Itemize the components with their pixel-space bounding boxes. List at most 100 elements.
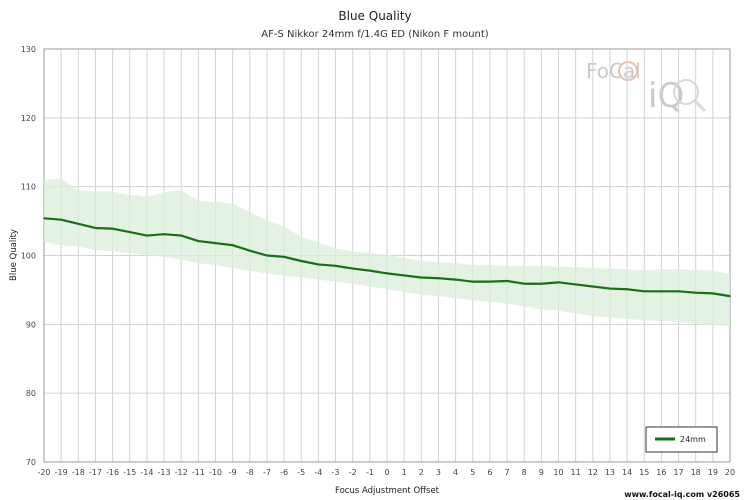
data-point [643,290,646,293]
data-point [420,276,423,279]
data-point [557,281,560,284]
x-tick-label: -14 [140,468,153,477]
x-tick-label: -17 [89,468,102,477]
x-tick-label: -15 [123,468,136,477]
x-tick-label: 19 [708,468,718,477]
quality-range-band [44,178,730,327]
data-point [403,274,405,277]
data-point [592,285,594,288]
data-point [471,280,474,283]
x-tick-label: -5 [297,468,305,477]
data-point [77,223,80,225]
data-point [334,265,337,267]
data-point [60,218,62,221]
y-tick-label: 120 [21,114,36,123]
x-tick-label: -18 [72,468,85,477]
x-tick-label: -1 [366,468,374,477]
data-point [626,288,628,291]
x-tick-label: 12 [588,468,598,477]
x-tick-label: -20 [37,468,50,477]
x-tick-label: -16 [106,468,119,477]
x-tick-label: 3 [436,468,441,477]
x-tick-label: 13 [605,468,615,477]
data-point [317,263,320,266]
chart-subtitle: AF-S Nikkor 24mm f/1.4G ED (Nikon F moun… [261,29,489,40]
data-point [369,269,371,272]
data-point [300,260,303,262]
x-tick-label: -4 [314,468,322,477]
data-point [437,277,440,280]
data-point [231,244,234,246]
x-tick-label: 7 [505,468,510,477]
data-point [266,254,268,257]
legend: 24mm [645,426,718,453]
x-tick-label: 0 [384,468,389,477]
data-point [128,231,131,233]
data-point [677,290,680,293]
data-point [712,292,714,295]
y-tick-labels: 70 80 90 100 110 120 130 [21,45,36,467]
watermark-logo: FoCal iQ [586,59,707,116]
x-tick-label: 20 [725,468,735,477]
data-point [489,280,491,283]
x-tick-label: 4 [453,468,458,477]
data-point [43,217,45,220]
x-tick-label: -12 [175,468,188,477]
grid [43,48,731,463]
x-tick-label: 10 [553,468,563,477]
chart-title: Blue Quality [338,9,411,23]
data-point [609,287,611,290]
x-tick-label: 2 [419,468,424,477]
watermark-ring-icon [618,61,638,81]
data-point [214,242,217,244]
data-point [574,283,577,286]
data-point [94,227,97,229]
x-axis-label: Focus Adjustment Offset [335,486,440,496]
y-tick-label: 130 [21,45,36,54]
x-tick-label: 5 [470,468,475,477]
x-tick-label: 16 [656,468,666,477]
data-point [111,227,114,230]
data-point [163,233,165,235]
data-point [454,278,457,281]
footer-credit: www.focal-iq.com v26065 [624,490,740,499]
data-point [694,291,697,294]
data-point [506,280,508,282]
data-point [351,267,354,270]
x-tick-label: 8 [522,468,527,477]
x-tick-label: -3 [332,468,340,477]
data-point [660,290,663,293]
x-tick-labels: -20 -19 -18 -17 -16 -15 -14 -13 -12 -11 -10 -9 -8 -7-… [37,468,735,477]
x-tick-label: -10 [209,468,222,477]
x-tick-label: -6 [280,468,288,477]
data-point [197,240,200,242]
y-tick-label: 110 [21,183,36,192]
x-tick-label: -2 [349,468,357,477]
y-tick-label: 80 [26,389,36,398]
x-tick-label: 6 [487,468,492,477]
watermark-handle-icon [693,99,707,113]
data-point [523,282,525,285]
x-tick-label: 14 [622,468,632,477]
legend-label: 24mm [680,435,706,444]
x-tick-label: 11 [571,468,581,477]
x-tick-label: -7 [263,468,271,477]
y-axis-label: Blue Quality [9,229,19,281]
watermark-lens-icon [673,79,699,105]
series-band-24mm [44,178,730,327]
x-tick-label: -13 [158,468,171,477]
data-point [540,282,543,285]
data-point [180,234,182,237]
data-point [146,234,148,237]
x-tick-label: 18 [691,468,701,477]
x-tick-label: -8 [246,468,254,477]
x-tick-label: -9 [229,468,237,477]
x-tick-label: -19 [55,468,68,477]
x-tick-label: 15 [639,468,649,477]
x-tick-label: 17 [673,468,683,477]
watermark-focal-text: FoCal [586,59,641,83]
plot-frame [43,48,731,463]
y-tick-label: 70 [26,458,36,467]
data-point [283,256,285,258]
